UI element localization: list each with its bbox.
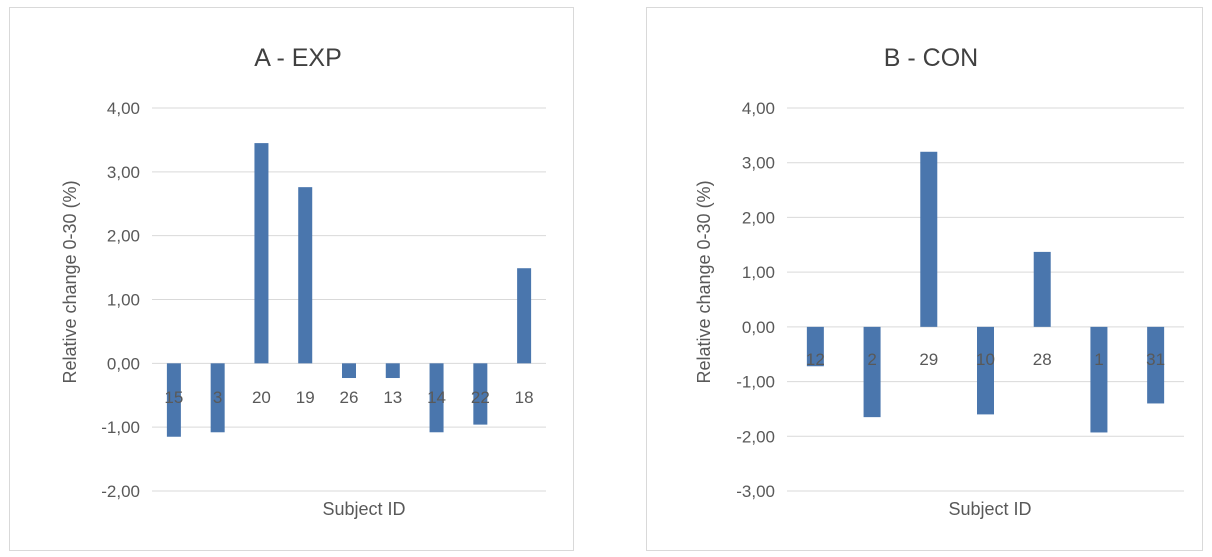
y-tick-label-a: 4,00: [107, 99, 140, 118]
category-label-b: 10: [976, 350, 995, 369]
y-tick-label-a: 0,00: [107, 354, 140, 373]
category-label-a: 14: [427, 388, 446, 407]
bar-chart-a: A - EXP Relative change 0-30 (%) Subject…: [60, 44, 546, 519]
bar-a-19: [298, 187, 313, 364]
y-tick-label-a: 3,00: [107, 163, 140, 182]
category-label-a: 15: [164, 388, 183, 407]
category-label-a: 19: [296, 388, 315, 407]
chart-title-a: A - EXP: [254, 44, 342, 72]
category-label-a: 22: [471, 388, 490, 407]
bar-b-2: [863, 326, 881, 418]
category-label-b: 2: [867, 350, 876, 369]
bar-a-22: [473, 363, 488, 425]
bar-chart-b: B - CON Relative change 0-30 (%) Subject…: [694, 44, 1184, 519]
y-axis-title-b: Relative change 0-30 (%): [694, 180, 714, 383]
category-label-b: 29: [919, 350, 938, 369]
chart-panel-a: A - EXP Relative change 0-30 (%) Subject…: [9, 7, 574, 551]
y-tick-label-b: 0,00: [742, 318, 775, 337]
chart-title-b: B - CON: [884, 44, 978, 72]
bar-b-29: [920, 151, 938, 327]
bar-b-31: [1147, 326, 1165, 404]
y-tick-label-a: 1,00: [107, 291, 140, 310]
bar-a-26: [342, 363, 356, 379]
y-tick-label-b: -3,00: [736, 482, 775, 501]
y-tick-label-b: 2,00: [742, 208, 775, 227]
y-tick-label-a: 2,00: [107, 227, 140, 246]
bar-b-1: [1090, 326, 1108, 433]
bar-b-12: [806, 326, 824, 367]
y-tick-label-b: 4,00: [742, 99, 775, 118]
category-label-a: 26: [340, 388, 359, 407]
bar-a-3: [210, 363, 225, 433]
bar-a-18: [517, 268, 532, 364]
category-label-b: 1: [1094, 350, 1103, 369]
x-axis-title-a: Subject ID: [322, 499, 405, 519]
bar-b-28: [1033, 251, 1051, 327]
category-label-b: 31: [1146, 350, 1165, 369]
category-label-a: 18: [515, 388, 534, 407]
category-label-a: 13: [383, 388, 402, 407]
bar-a-15: [166, 363, 181, 437]
x-axis-title-b: Subject ID: [948, 499, 1031, 519]
y-tick-label-a: -1,00: [101, 418, 140, 437]
y-tick-label-a: -2,00: [101, 482, 140, 501]
bar-a-20: [254, 143, 269, 364]
chart-panel-b: B - CON Relative change 0-30 (%) Subject…: [646, 7, 1203, 551]
category-label-a: 20: [252, 388, 271, 407]
y-axis-title-a: Relative change 0-30 (%): [60, 180, 80, 383]
bar-a-14: [429, 363, 444, 433]
y-tick-label-b: 1,00: [742, 263, 775, 282]
y-tick-label-b: 3,00: [742, 154, 775, 173]
y-tick-label-b: -2,00: [736, 427, 775, 446]
y-tick-label-b: -1,00: [736, 373, 775, 392]
category-label-b: 12: [806, 350, 825, 369]
bar-b-10: [977, 326, 994, 415]
category-label-b: 28: [1033, 350, 1052, 369]
bar-a-13: [385, 363, 400, 379]
category-label-a: 3: [213, 388, 222, 407]
